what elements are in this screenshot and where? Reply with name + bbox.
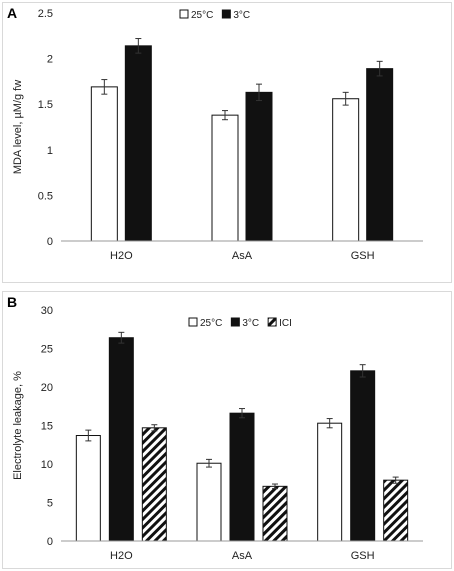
bar [262,485,288,542]
y-axis-label: Electrolyte leakage, % [12,371,24,480]
bar [124,45,152,242]
y-tick-label: 5 [47,498,53,510]
panel-b: B 0 5 10 15 20 25 30 Electrolyte leakage, % H2O A… [2,291,452,569]
bar [245,91,273,242]
panel-a: A 0 0.5 1 1.5 2 2.5 MDA level, µM/g fw H2O AsA GS… [2,2,452,283]
bar [350,370,376,542]
x-tick-label: GSH [351,250,375,262]
bar [90,86,118,242]
legend-swatch [267,317,277,327]
legend-label: 3°C [242,318,259,329]
x-tick-label: H2O [110,550,133,562]
y-tick-label: 10 [41,459,53,471]
legend-label: 25°C [200,318,222,329]
y-tick-label: 2 [47,54,53,66]
bar [317,422,343,542]
y-axis-label: MDA level, µM/g fw [12,80,24,174]
y-tick-label: 30 [41,305,53,317]
x-tick-label: H2O [110,250,133,262]
y-tick-label: 0 [47,236,53,248]
y-tick-label: 1 [47,145,53,157]
bar [108,337,134,542]
y-tick-label: 0 [47,536,53,548]
x-tick-label: AsA [232,550,253,562]
bar [75,435,101,542]
panel-letter-a: A [7,5,18,21]
bar [211,114,239,242]
y-tick-label: 1.5 [38,99,53,111]
legend-swatch [221,9,231,19]
y-tick-label: 20 [41,382,53,394]
legend-swatch [179,9,189,19]
legend-label: 25°C [191,10,213,21]
x-tick-label: GSH [351,550,375,562]
x-tick-label: AsA [232,250,253,262]
y-tick-label: 25 [41,344,53,356]
electrolyte-leakage-bar-chart: 0 5 10 15 20 25 30 Electrolyte leakage, % H2O AsA… [12,305,423,562]
bar [196,462,222,542]
panel-letter-b: B [7,294,18,310]
legend-label: 3°C [233,10,250,21]
y-tick-label: 0.5 [38,190,53,202]
y-tick-label: 2.5 [38,8,53,20]
legend-label: ICI [279,318,292,329]
legend-swatch [230,317,240,327]
bar [141,427,167,542]
bar [366,68,394,242]
y-tick-label: 15 [41,421,53,433]
bar [383,479,409,542]
bar [332,98,360,242]
bar [229,412,255,542]
mda-bar-chart: 0 0.5 1 1.5 2 2.5 MDA level, µM/g fw H2O AsA GSH 2… [12,8,423,262]
legend-swatch [188,317,198,327]
